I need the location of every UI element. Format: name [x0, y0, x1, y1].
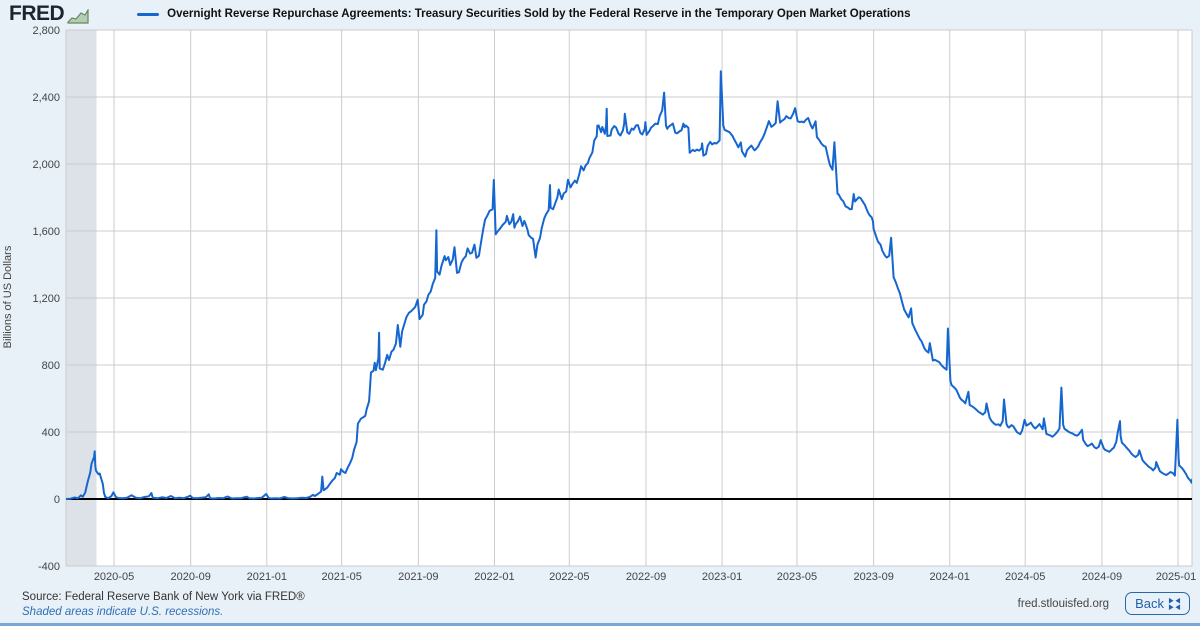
x-tick-label: 2021-01 [247, 571, 287, 583]
x-tick-label: 2024-05 [1005, 571, 1045, 583]
fred-url-link[interactable]: fred.stlouisfed.org [1017, 597, 1110, 610]
x-tick-label: 2023-05 [777, 571, 817, 583]
y-tick-label: 2,400 [32, 92, 60, 104]
x-tick-label: 2022-09 [626, 571, 666, 583]
y-tick-label: 800 [42, 360, 60, 372]
x-tick-label: 2022-01 [474, 571, 514, 583]
x-tick-label: 2024-01 [930, 571, 970, 583]
back-button-label: Back [1135, 596, 1164, 611]
x-tick-label: 2023-01 [702, 571, 742, 583]
y-tick-label: 1,600 [32, 226, 60, 238]
x-tick-label: 2025-01 [1156, 571, 1196, 583]
y-tick-label: 400 [42, 427, 60, 439]
x-tick-label: 2020-09 [171, 571, 211, 583]
y-tick-label: 0 [54, 494, 60, 506]
fred-sparkline-icon [67, 8, 89, 24]
y-tick-label: 2,800 [32, 25, 60, 37]
fred-logo-text: FRED [9, 2, 65, 25]
recession-note-link[interactable]: Shaded areas indicate U.S. recessions. [22, 606, 224, 618]
x-tick-label: 2023-09 [853, 571, 893, 583]
series-legend-line [137, 12, 160, 16]
x-tick-label: 2021-09 [398, 571, 438, 583]
y-tick-label: 1,200 [32, 293, 60, 305]
y-tick-label: -400 [38, 561, 60, 573]
chart-footer: Source: Federal Reserve Bank of New York… [0, 588, 1200, 623]
source-note: Source: Federal Reserve Bank of New York… [22, 591, 305, 603]
y-tick-label: 2,000 [32, 159, 60, 171]
chart-title: Overnight Reverse Repurchase Agreements:… [167, 8, 911, 20]
x-tick-label: 2020-05 [94, 571, 134, 583]
x-tick-label: 2024-09 [1082, 571, 1122, 583]
back-button-resize-icon [1168, 597, 1181, 610]
series-line-path [66, 70, 1192, 500]
back-button[interactable]: Back [1125, 592, 1190, 615]
fred-logo[interactable]: FRED [9, 2, 89, 26]
chart-header: FRED Overnight Reverse Repurchase Agreem… [0, 0, 1200, 28]
x-tick-label: 2021-05 [321, 571, 361, 583]
x-tick-label: 2022-05 [549, 571, 589, 583]
